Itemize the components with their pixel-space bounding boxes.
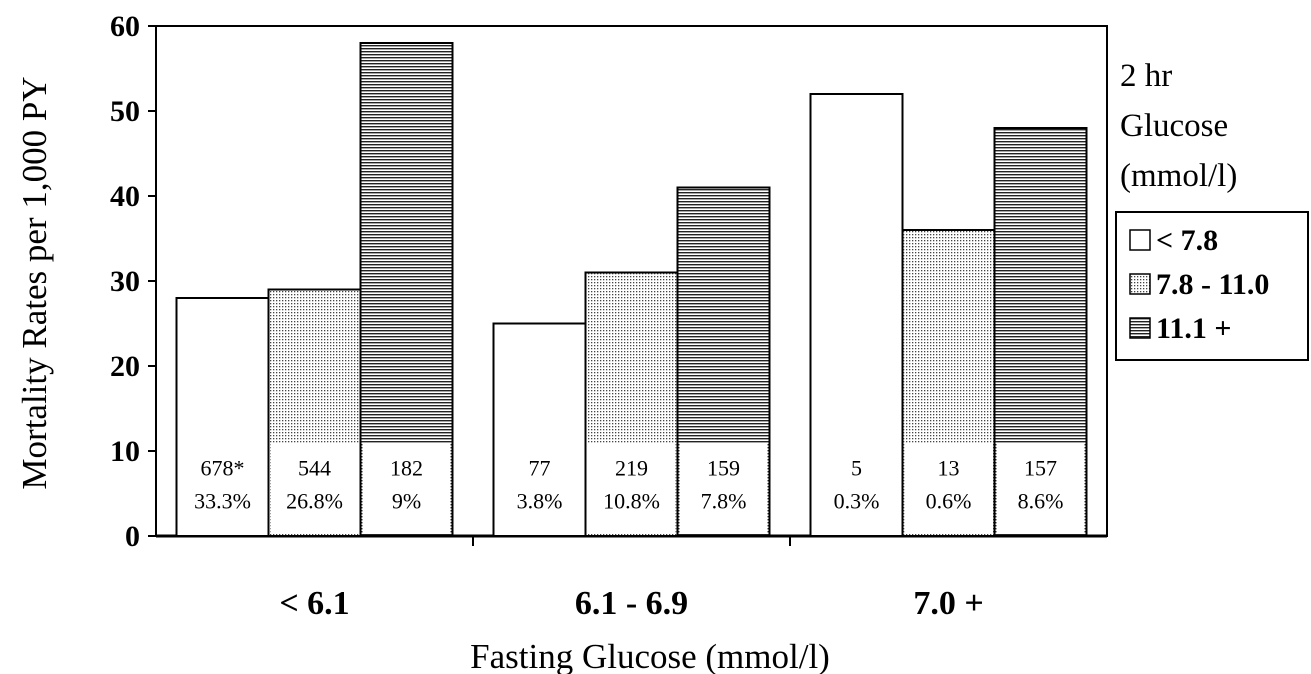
bar-count-label: 77 <box>529 455 551 480</box>
category-label: < 6.1 <box>279 585 349 622</box>
bar-count-label: 544 <box>298 455 331 480</box>
legend: < 7.8 7.8 - 11.0 11.1 + <box>1115 211 1309 361</box>
y-tick-label: 50 <box>110 95 140 128</box>
bar-percent-label: 3.8% <box>517 488 563 513</box>
y-tick-label: 60 <box>110 10 140 43</box>
bar-percent-label: 9% <box>392 488 421 513</box>
bar-count-label: 678* <box>201 455 245 480</box>
bar-label-box <box>270 443 359 534</box>
bar-count-label: 159 <box>707 455 740 480</box>
legend-title-line: Glucose <box>1120 108 1228 144</box>
legend-title-line: 2 hr <box>1120 58 1172 94</box>
plot-area: 0 10 20 30 40 50 60 < 6.1 678* 33.3% 544 26.8% 182 9%… <box>110 10 1108 622</box>
y-tick-label: 30 <box>110 265 140 298</box>
x-axis-title: Fasting Glucose (mmol/l) <box>470 637 830 674</box>
bar-percent-label: 10.8% <box>603 488 660 513</box>
bar-label-box <box>679 443 768 534</box>
bar-percent-label: 8.6% <box>1018 488 1064 513</box>
bar-percent-label: 7.8% <box>701 488 747 513</box>
bar-percent-label: 26.8% <box>286 488 343 513</box>
bar-label-box <box>587 443 676 534</box>
bar-label-box <box>812 443 901 534</box>
bar-percent-label: 0.6% <box>926 488 972 513</box>
bar-count-label: 219 <box>615 455 648 480</box>
legend-item-label: < 7.8 <box>1156 224 1218 257</box>
bar-count-label: 13 <box>938 455 960 480</box>
y-tick-label: 40 <box>110 180 140 213</box>
bar-count-label: 157 <box>1024 455 1057 480</box>
legend-swatch <box>1129 273 1151 295</box>
category-label: 6.1 - 6.9 <box>575 585 688 622</box>
bar-label-box <box>904 443 993 534</box>
legend-title: 2 hr Glucose (mmol/l) <box>1120 58 1237 194</box>
bar-label-box <box>996 443 1085 534</box>
y-tick-label: 0 <box>125 520 140 553</box>
legend-swatch <box>1129 229 1151 251</box>
legend-title-line: (mmol/l) <box>1120 158 1237 194</box>
y-tick-label: 10 <box>110 435 140 468</box>
bar-count-label: 182 <box>390 455 423 480</box>
bar-percent-label: 33.3% <box>194 488 251 513</box>
legend-swatch <box>1129 317 1151 339</box>
y-axis-title: Mortality Rates per 1,000 PY <box>15 76 54 489</box>
bar-percent-label: 0.3% <box>834 488 880 513</box>
bar-count-label: 5 <box>851 455 862 480</box>
y-tick-label: 20 <box>110 350 140 383</box>
legend-item-label: 7.8 - 11.0 <box>1156 268 1269 301</box>
bar-label-box <box>178 443 267 534</box>
category-label: 7.0 + <box>913 585 983 622</box>
bar-label-box <box>362 443 451 534</box>
bar-label-box <box>495 443 584 534</box>
legend-item-label: 11.1 + <box>1156 312 1231 345</box>
